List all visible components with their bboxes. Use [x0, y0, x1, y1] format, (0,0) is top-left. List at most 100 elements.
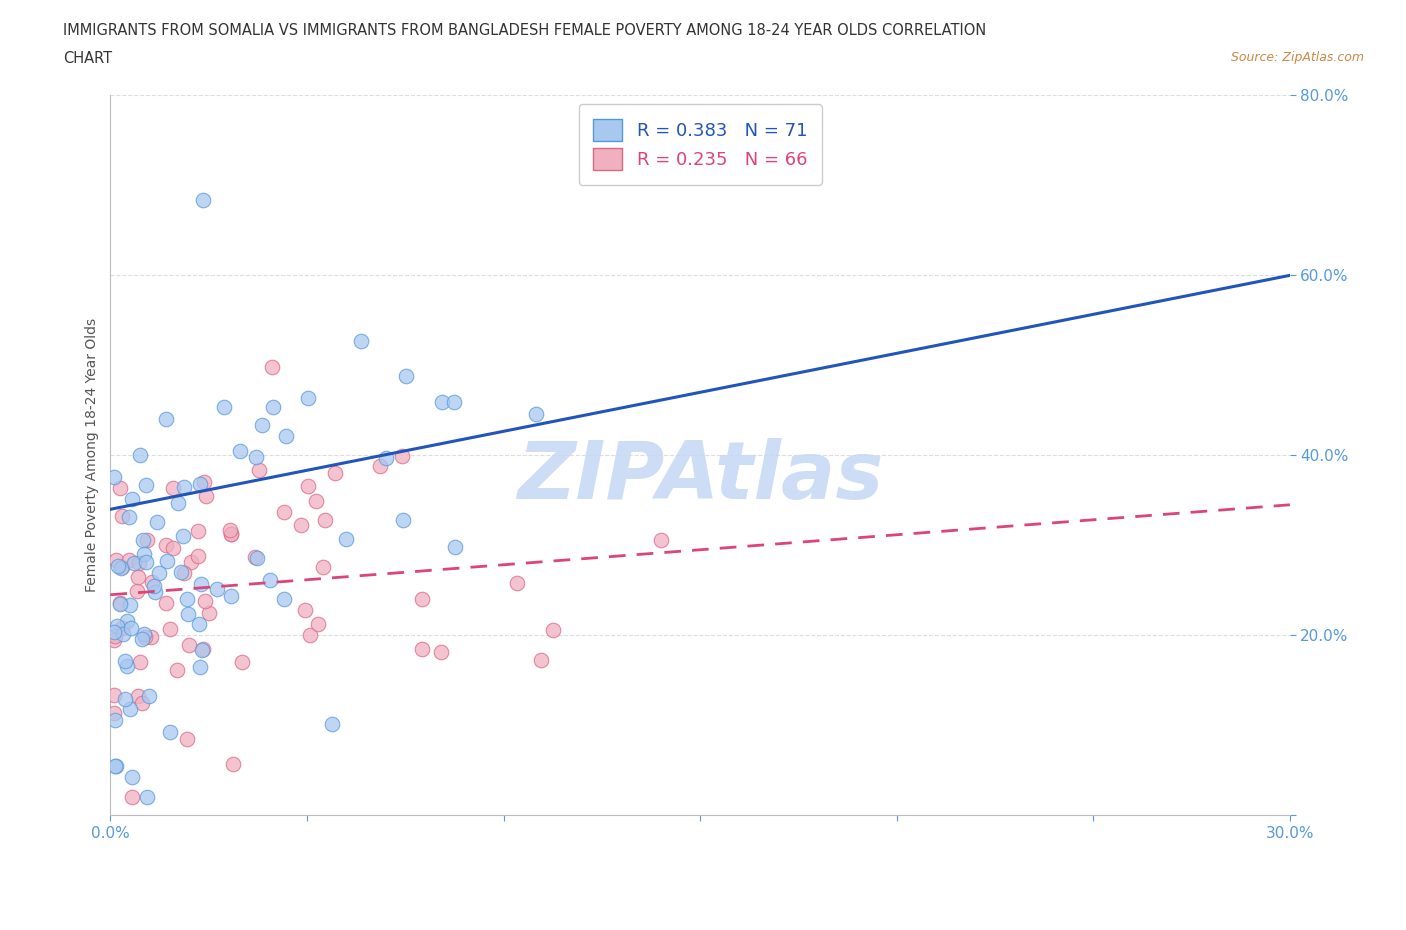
Point [273, 505, 295, 520]
Point [273, 591, 295, 606]
Point [134, 547, 156, 562]
Point [188, 476, 211, 491]
Point [212, 399, 235, 414]
Point [129, 655, 152, 670]
Point [335, 532, 357, 547]
Point [530, 653, 553, 668]
Point [173, 565, 195, 580]
Point [112, 626, 135, 641]
Point [177, 606, 200, 621]
Point [312, 560, 335, 575]
Point [526, 406, 548, 421]
Point [143, 585, 166, 600]
Point [290, 517, 312, 532]
Point [194, 489, 217, 504]
Point [108, 596, 131, 611]
Point [115, 614, 138, 629]
Point [145, 515, 167, 530]
Point [127, 569, 149, 584]
Point [187, 524, 209, 538]
Point [193, 474, 215, 489]
Point [187, 617, 209, 631]
Point [155, 538, 177, 552]
Point [411, 641, 433, 656]
Point [245, 450, 267, 465]
Point [395, 369, 418, 384]
Point [155, 412, 177, 427]
Point [104, 629, 127, 644]
Point [443, 394, 465, 409]
Point [259, 572, 281, 587]
Point [103, 470, 125, 485]
Point [190, 577, 212, 591]
Point [103, 687, 125, 702]
Legend: R = 0.383   N = 71, R = 0.235   N = 66: R = 0.383 N = 71, R = 0.235 N = 66 [579, 104, 821, 184]
Point [121, 770, 143, 785]
Point [114, 654, 136, 669]
Point [121, 491, 143, 506]
Point [131, 696, 153, 711]
Point [429, 645, 451, 660]
Point [148, 565, 170, 580]
Point [221, 526, 243, 541]
Point [105, 759, 128, 774]
Point [305, 494, 328, 509]
Point [323, 465, 346, 480]
Point [205, 582, 228, 597]
Point [128, 447, 150, 462]
Point [135, 477, 157, 492]
Point [411, 591, 433, 606]
Text: CHART: CHART [63, 51, 112, 66]
Point [142, 578, 165, 593]
Point [132, 532, 155, 547]
Text: IMMIGRANTS FROM SOMALIA VS IMMIGRANTS FROM BANGLADESH FEMALE POVERTY AMONG 18-24: IMMIGRANTS FROM SOMALIA VS IMMIGRANTS FR… [63, 23, 987, 38]
Point [221, 588, 243, 603]
Point [250, 418, 273, 432]
Point [138, 688, 160, 703]
Point [135, 532, 157, 547]
Point [103, 705, 125, 720]
Point [247, 462, 270, 477]
Point [375, 451, 398, 466]
Point [180, 554, 202, 569]
Point [103, 625, 125, 640]
Point [107, 559, 129, 574]
Point [188, 660, 211, 675]
Point [127, 688, 149, 703]
Point [197, 605, 219, 620]
Point [156, 554, 179, 569]
Point [443, 539, 465, 554]
Point [131, 631, 153, 646]
Point [166, 663, 188, 678]
Text: ZIPAtlas: ZIPAtlas [517, 438, 883, 516]
Point [170, 565, 193, 579]
Point [136, 790, 159, 804]
Point [350, 334, 373, 349]
Point [110, 560, 132, 575]
Point [650, 533, 672, 548]
Point [166, 496, 188, 511]
Point [118, 553, 141, 568]
Point [105, 552, 128, 567]
Text: Source: ZipAtlas.com: Source: ZipAtlas.com [1230, 51, 1364, 64]
Point [246, 551, 269, 565]
Point [274, 429, 297, 444]
Point [541, 622, 564, 637]
Point [314, 513, 336, 528]
Point [243, 550, 266, 565]
Point [141, 575, 163, 590]
Point [121, 790, 143, 804]
Point [159, 724, 181, 739]
Point [297, 391, 319, 405]
Point [299, 628, 322, 643]
Point [134, 626, 156, 641]
Point [105, 618, 128, 633]
Point [134, 630, 156, 644]
Point [115, 658, 138, 673]
Point [135, 554, 157, 569]
Point [162, 540, 184, 555]
Y-axis label: Female Poverty Among 18-24 Year Olds: Female Poverty Among 18-24 Year Olds [86, 318, 100, 592]
Point [262, 360, 284, 375]
Point [506, 576, 529, 591]
Point [104, 758, 127, 773]
